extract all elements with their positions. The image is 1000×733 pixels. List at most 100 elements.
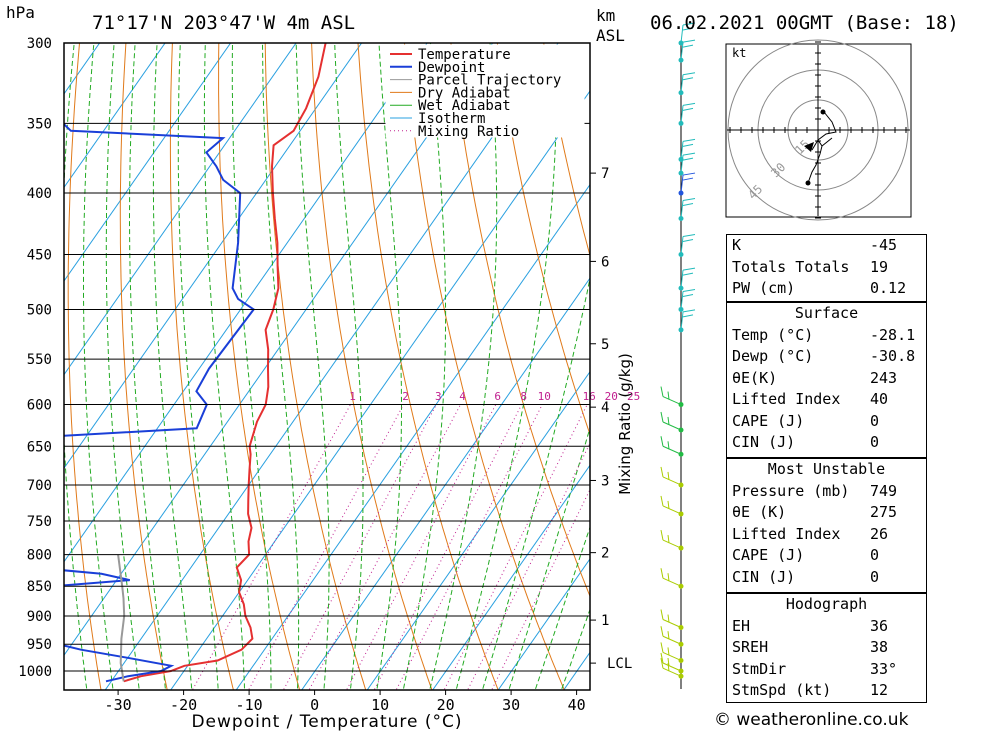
hodograph-trace <box>811 137 833 151</box>
surface-row: CAPE (J) 0 <box>732 411 880 430</box>
wind-barb-staff <box>680 141 684 160</box>
hodograph-unit: kt <box>732 46 746 60</box>
wind-barb-flag <box>660 609 664 620</box>
hodo-row: EH 36 <box>732 616 889 635</box>
pressure-tick-label: 750 <box>27 514 52 530</box>
mixing-ratio-line <box>346 404 497 690</box>
surface-table: Surface Temp (°C) -28.1 Dewp (°C) -30.8 θE… <box>726 302 927 458</box>
storm-motion-marker <box>804 142 814 152</box>
mixing-ratio-label: 4 <box>459 390 466 403</box>
wind-barb-flag <box>682 107 694 111</box>
copyright-text: © weatheronline.co.uk <box>714 710 909 730</box>
legend-entry: Mixing Ratio <box>418 124 519 140</box>
km-tick-label: LCL <box>607 656 632 672</box>
pressure-tick-label: 1000 <box>18 664 52 680</box>
dry-adiabat-line <box>311 43 433 690</box>
pressure-tick-label: 850 <box>27 579 52 595</box>
hodograph-title: Hodograph <box>785 595 868 613</box>
legend-entry: Temperature <box>418 47 511 63</box>
wind-barb-staff <box>662 445 682 455</box>
height-unit-bottom: ASL <box>596 26 625 45</box>
wet-adiabat-line <box>262 43 300 690</box>
isotherm-line <box>497 557 590 690</box>
wet-adiabat-line <box>203 43 246 690</box>
indices-top-table: K -45 Totals Totals 19 PW (cm) 0.12 <box>726 234 927 302</box>
wind-barb-flag <box>667 534 670 544</box>
pressure-tick-label: 950 <box>27 637 52 653</box>
x-tick-label: 10 <box>371 696 389 714</box>
mixing-ratio-label: 16 <box>583 390 596 403</box>
isotherm-line <box>366 370 590 690</box>
mixing-ratio-label: 1 <box>349 390 356 403</box>
x-tick-label: -20 <box>170 696 197 714</box>
mixing-ratio-label: 8 <box>520 390 527 403</box>
pressure-tick-label: 900 <box>27 609 52 625</box>
wind-barb-flag <box>682 288 696 292</box>
isotherm-line <box>64 43 166 189</box>
wind-barb-staff <box>662 662 682 672</box>
km-tick-label: 3 <box>601 473 609 489</box>
location-title: 71°17'N 203°47'W 4m ASL <box>92 12 356 34</box>
wind-barb-flag <box>682 39 696 43</box>
pressure-tick-label: 350 <box>27 116 52 132</box>
mixing-ratio-label: 6 <box>494 390 501 403</box>
hodograph-table: Hodograph EH 36 SREH 38 StmDir 33° StmSpd (… <box>726 593 927 703</box>
wind-barb-flag <box>682 293 694 297</box>
isotherm-line <box>235 183 590 690</box>
wind-barb-flag <box>682 143 694 147</box>
x-axis-label: Dewpoint / Temperature (°C) <box>191 712 462 732</box>
index-row: PW (cm) 0.12 <box>732 279 907 297</box>
pressure-tick-label: 450 <box>27 247 52 263</box>
wet-adiabat-line <box>376 43 402 690</box>
mu-row: CIN (J) 0 <box>732 567 880 586</box>
wind-barb-flag <box>667 573 670 582</box>
wind-barb-flag <box>682 309 696 313</box>
isotherm-line <box>432 464 590 690</box>
wind-barb-flag <box>682 272 694 276</box>
surface-row: CIN (J) 0 <box>732 433 880 451</box>
wind-barb-flag <box>667 416 670 426</box>
wind-barb-flag <box>682 22 696 26</box>
wind-barb-flag <box>682 77 694 81</box>
x-tick-label: 30 <box>502 696 520 714</box>
wind-barb-flag <box>682 157 694 161</box>
dry-adiabat-line <box>264 43 367 690</box>
legend-entry: Dewpoint <box>418 60 485 76</box>
mixing-ratio-line <box>373 404 523 690</box>
wind-barb-staff <box>680 311 684 330</box>
km-tick-label: 7 <box>601 166 609 182</box>
most-unstable-title: Most Unstable <box>767 460 886 478</box>
dry-adiabat-line <box>948 7 1000 696</box>
wind-barb-flag <box>660 529 664 541</box>
wind-barb-flag <box>667 391 670 400</box>
dry-adiabat-line <box>218 43 301 690</box>
index-row: K -45 <box>732 236 898 254</box>
mixing-ratio-label: 25 <box>627 390 640 403</box>
wind-barb-flag <box>682 203 694 206</box>
surface-row: Temp (°C) -28.1 <box>732 325 916 344</box>
wind-barb-flag <box>682 44 694 48</box>
plot-frame <box>63 42 591 691</box>
wind-barb-staff <box>662 505 682 515</box>
legend-entry: Parcel Trajectory <box>418 73 561 89</box>
pressure-tick-label: 400 <box>27 186 52 202</box>
wind-barb-staff <box>680 200 684 219</box>
mixing-ratio-label: 2 <box>402 390 409 403</box>
dry-adiabat-line <box>993 7 1000 696</box>
index-row: Totals Totals 19 <box>732 257 889 276</box>
legend-box <box>385 44 585 138</box>
hodograph-point <box>820 109 826 115</box>
wind-barb-staff <box>662 476 682 486</box>
wet-adiabat-line <box>295 43 330 690</box>
legend-entry: Dry Adiabat <box>418 85 511 101</box>
wind-barb-flag <box>660 466 664 478</box>
wind-barb-flag <box>682 177 694 181</box>
most-unstable-table: Most Unstable Pressure (mb) 749 θE (K) 275… <box>726 458 927 593</box>
surface-row: Lifted Index 40 <box>732 390 889 408</box>
km-tick-label: 6 <box>601 254 609 270</box>
wet-adiabat-line <box>508 426 590 690</box>
legend-entry: Wet Adiabat <box>418 98 511 114</box>
